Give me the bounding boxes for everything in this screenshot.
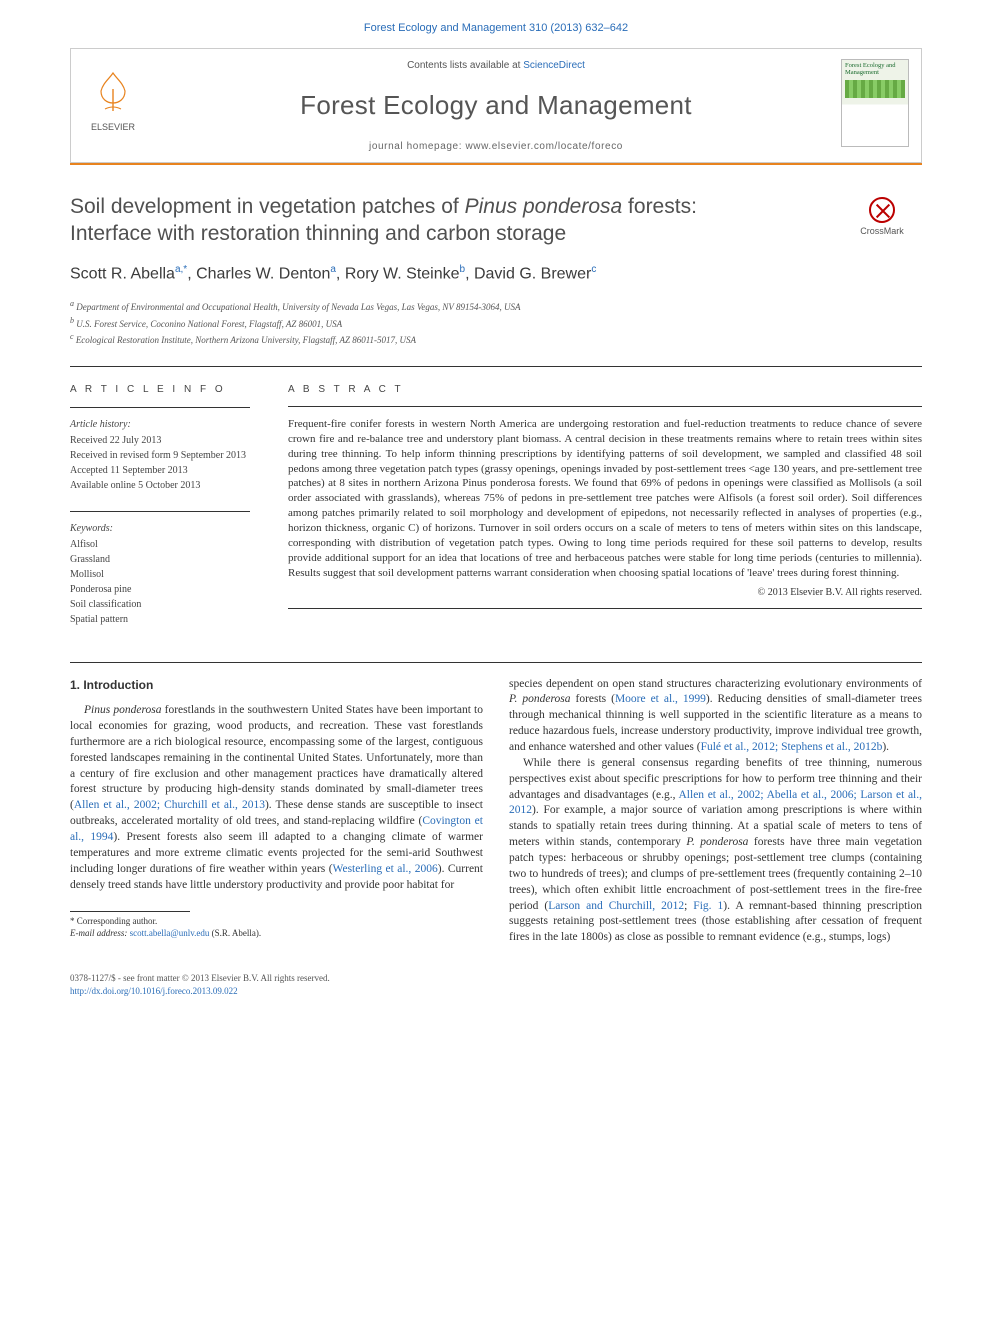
body-divider — [70, 662, 922, 663]
citation-link[interactable]: Westerling et al., 2006 — [333, 863, 438, 875]
crossmark-badge[interactable]: CrossMark — [842, 197, 922, 238]
figure-link[interactable]: Fig. 1 — [693, 900, 723, 912]
author-3: , Rory W. Steinke — [336, 266, 460, 283]
citation-link[interactable]: Fulé et al., 2012; Stephens et al., 2012… — [701, 741, 883, 753]
copyright-line: 0378-1127/$ - see front matter © 2013 El… — [70, 972, 922, 985]
section-heading-intro: 1. Introduction — [70, 677, 483, 694]
elsevier-tree-icon — [91, 69, 135, 113]
revised-date: Received in revised form 9 September 201… — [70, 449, 264, 463]
abstract-copyright: © 2013 Elsevier B.V. All rights reserved… — [288, 586, 922, 600]
author-1-sup: a,* — [175, 264, 187, 275]
accepted-date: Accepted 11 September 2013 — [70, 464, 264, 478]
keyword: Ponderosa pine — [70, 583, 264, 597]
p2-text2: forests ( — [571, 693, 615, 705]
received-date: Received 22 July 2013 — [70, 434, 264, 448]
p1-text: forestlands in the southwestern United S… — [70, 704, 483, 811]
citation-link[interactable]: Larson and Churchill, 2012 — [548, 900, 684, 912]
keyword: Spatial pattern — [70, 613, 264, 627]
keywords-label: Keywords: — [70, 522, 264, 536]
keyword: Grassland — [70, 553, 264, 567]
author-email-link[interactable]: scott.abella@unlv.edu — [130, 928, 210, 938]
cover-title: Forest Ecology and Management — [845, 63, 905, 76]
author-1: Scott R. Abella — [70, 266, 175, 283]
author-2: , Charles W. Denton — [187, 266, 330, 283]
intro-p3: While there is general consensus regardi… — [509, 756, 922, 946]
p3-italic: P. ponderosa — [686, 836, 748, 848]
intro-p1: Pinus ponderosa forestlands in the south… — [70, 703, 483, 893]
elsevier-label: ELSEVIER — [83, 121, 143, 134]
citation-link[interactable]: Allen et al., 2002; Churchill et al., 20… — [74, 799, 265, 811]
keyword: Mollisol — [70, 568, 264, 582]
history-label: Article history: — [70, 418, 264, 432]
author-4: , David G. Brewer — [465, 266, 591, 283]
title-italic: Pinus ponderosa — [465, 195, 623, 218]
contents-prefix: Contents lists available at — [407, 60, 523, 71]
p2-text4: ). — [882, 741, 889, 753]
title-part2: Interface with restoration thinning and … — [70, 222, 566, 245]
keyword: Soil classification — [70, 598, 264, 612]
corresponding-label: * Corresponding author. — [70, 916, 483, 928]
title-part1: Soil development in vegetation patches o… — [70, 195, 465, 218]
p2-text: species dependent on open stand structur… — [509, 678, 922, 690]
contents-available: Contents lists available at ScienceDirec… — [71, 59, 921, 73]
abstract-column: A B S T R A C T Frequent-fire conifer fo… — [280, 367, 922, 644]
p2-italic: P. ponderosa — [509, 693, 571, 705]
affiliation-b: U.S. Forest Service, Coconino National F… — [76, 319, 342, 329]
author-list: Scott R. Abellaa,*, Charles W. Dentona, … — [70, 263, 922, 286]
intro-p2: species dependent on open stand structur… — [509, 677, 922, 756]
affiliations: a Department of Environmental and Occupa… — [70, 298, 922, 348]
article-info-heading: A R T I C L E I N F O — [70, 383, 264, 397]
sciencedirect-link[interactable]: ScienceDirect — [523, 60, 585, 71]
abstract-divider — [288, 406, 922, 407]
footnote-separator — [70, 911, 190, 912]
abstract-text: Frequent-fire conifer forests in western… — [288, 417, 922, 580]
email-suffix: (S.R. Abella). — [209, 928, 261, 938]
crossmark-label: CrossMark — [842, 225, 922, 238]
online-date: Available online 5 October 2013 — [70, 479, 264, 493]
journal-homepage: journal homepage: www.elsevier.com/locat… — [71, 140, 921, 154]
affiliation-a: Department of Environmental and Occupati… — [76, 302, 520, 312]
title-part1-end: forests: — [622, 195, 697, 218]
accent-bar — [70, 163, 922, 165]
keyword: Alfisol — [70, 538, 264, 552]
citation-link[interactable]: Moore et al., 1999 — [615, 693, 706, 705]
p3-text4: ; — [684, 900, 693, 912]
p1-italic: Pinus ponderosa — [84, 704, 161, 716]
homepage-prefix: journal homepage: — [369, 141, 465, 152]
body-column-left: 1. Introduction Pinus ponderosa forestla… — [70, 677, 483, 947]
author-4-sup: c — [591, 264, 596, 275]
keywords-divider — [70, 511, 250, 512]
citation-line: Forest Ecology and Management 310 (2013)… — [364, 22, 628, 34]
abstract-heading: A B S T R A C T — [288, 383, 922, 397]
email-label: E-mail address: — [70, 928, 130, 938]
homepage-url: www.elsevier.com/locate/foreco — [465, 141, 623, 152]
article-title: Soil development in vegetation patches o… — [70, 193, 922, 248]
crossmark-icon — [869, 197, 895, 223]
body-column-right: species dependent on open stand structur… — [509, 677, 922, 947]
abstract-bottom-divider — [288, 608, 922, 609]
doi-link[interactable]: http://dx.doi.org/10.1016/j.foreco.2013.… — [70, 986, 238, 996]
journal-cover-thumbnail: Forest Ecology and Management — [841, 59, 909, 147]
journal-header-box: ELSEVIER Forest Ecology and Management C… — [70, 48, 922, 162]
elsevier-logo: ELSEVIER — [83, 69, 143, 133]
info-divider — [70, 407, 250, 408]
journal-name: Forest Ecology and Management — [71, 87, 921, 123]
corresponding-author-note: * Corresponding author. E-mail address: … — [70, 916, 483, 939]
affiliation-c: Ecological Restoration Institute, Northe… — [76, 335, 416, 345]
article-info-column: A R T I C L E I N F O Article history: R… — [70, 367, 280, 644]
page-footer: 0378-1127/$ - see front matter © 2013 El… — [70, 972, 922, 997]
